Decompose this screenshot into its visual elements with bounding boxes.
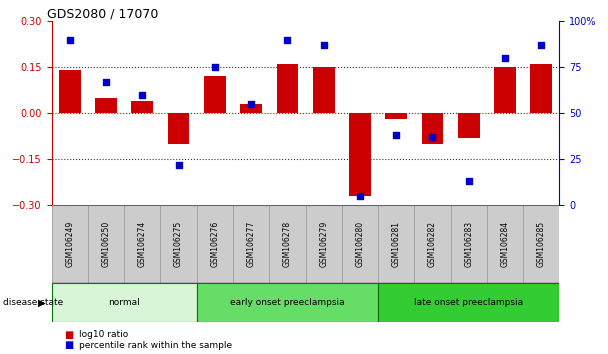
Bar: [378, 205, 414, 283]
Bar: [59, 70, 81, 113]
Point: [137, 92, 147, 98]
Bar: [88, 205, 124, 283]
Bar: [385, 113, 407, 119]
Point: [65, 37, 75, 42]
Text: GSM106279: GSM106279: [319, 221, 328, 267]
Text: GSM106276: GSM106276: [210, 221, 219, 267]
Text: GSM106281: GSM106281: [392, 221, 401, 267]
Bar: [530, 64, 552, 113]
Bar: [458, 113, 480, 138]
Bar: [349, 113, 371, 196]
Point: [174, 162, 184, 168]
Text: GDS2080 / 17070: GDS2080 / 17070: [47, 7, 158, 20]
Bar: [487, 205, 523, 283]
Point: [392, 132, 401, 138]
Point: [319, 42, 328, 48]
Point: [464, 178, 474, 184]
Text: GSM106277: GSM106277: [247, 221, 255, 267]
Point: [101, 79, 111, 85]
Text: GSM106280: GSM106280: [356, 221, 364, 267]
Bar: [451, 205, 487, 283]
Text: log10 ratio: log10 ratio: [79, 330, 128, 339]
Bar: [233, 205, 269, 283]
Bar: [131, 101, 153, 113]
Bar: [161, 205, 197, 283]
Text: GSM106282: GSM106282: [428, 221, 437, 267]
Text: disease state: disease state: [3, 298, 63, 307]
Bar: [421, 113, 443, 144]
Text: early onset preeclampsia: early onset preeclampsia: [230, 298, 345, 307]
Point: [210, 64, 219, 70]
Text: GSM106249: GSM106249: [65, 221, 74, 267]
Bar: [204, 76, 226, 113]
Bar: [494, 67, 516, 113]
Point: [536, 42, 546, 48]
Bar: [52, 205, 88, 283]
Bar: [240, 104, 262, 113]
Text: ■: ■: [64, 330, 73, 339]
Text: ▶: ▶: [38, 298, 46, 308]
Bar: [277, 64, 299, 113]
Bar: [313, 67, 334, 113]
Text: GSM106278: GSM106278: [283, 221, 292, 267]
Bar: [414, 205, 451, 283]
Text: GSM106284: GSM106284: [500, 221, 510, 267]
Text: GSM106275: GSM106275: [174, 221, 183, 267]
Bar: [269, 205, 305, 283]
Point: [500, 55, 510, 61]
Bar: [523, 205, 559, 283]
Bar: [342, 205, 378, 283]
Text: percentile rank within the sample: percentile rank within the sample: [79, 341, 232, 350]
Text: GSM106283: GSM106283: [464, 221, 473, 267]
Text: ■: ■: [64, 340, 73, 350]
Bar: [197, 283, 378, 322]
Bar: [168, 113, 190, 144]
Bar: [95, 98, 117, 113]
Point: [246, 101, 256, 107]
Text: normal: normal: [108, 298, 140, 307]
Point: [427, 135, 437, 140]
Text: late onset preeclampsia: late onset preeclampsia: [414, 298, 523, 307]
Bar: [197, 205, 233, 283]
Point: [355, 193, 365, 199]
Text: GSM106285: GSM106285: [537, 221, 546, 267]
Point: [283, 37, 292, 42]
Bar: [378, 283, 559, 322]
Bar: [305, 205, 342, 283]
Text: GSM106274: GSM106274: [138, 221, 147, 267]
Bar: [52, 283, 197, 322]
Bar: [124, 205, 161, 283]
Text: GSM106250: GSM106250: [102, 221, 111, 267]
